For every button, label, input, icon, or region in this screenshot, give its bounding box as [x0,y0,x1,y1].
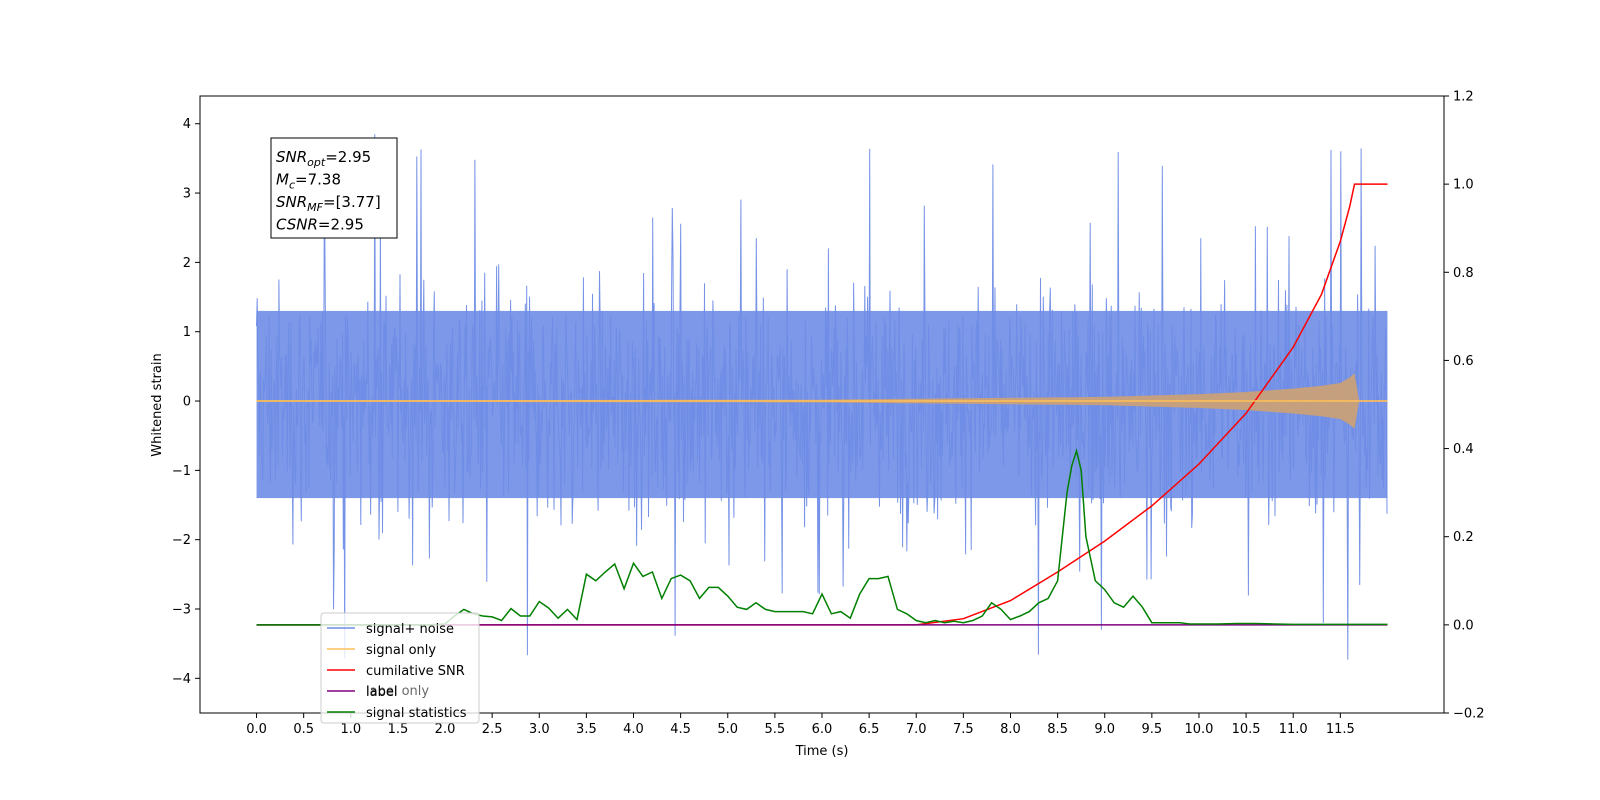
x-tick-label: 8.0 [1000,722,1021,737]
legend-hidden-label: label only [366,684,429,699]
x-tick-label: 3.0 [529,722,550,737]
y-left-tick-label: 4 [183,117,191,132]
y-left-tick-label: −3 [172,603,191,618]
y-left-tick-label: −2 [172,533,191,548]
y-right-tick-label: −0.2 [1453,707,1485,722]
y-left-tick-label: 0 [183,395,191,410]
x-tick-label: 1.5 [388,722,409,737]
y-left-tick-label: −4 [172,672,191,687]
legend-label: signal statistics [366,706,467,721]
y-right-tick-label: 1.2 [1453,90,1474,105]
x-tick-label: 2.0 [435,722,456,737]
x-tick-label: 11.5 [1326,722,1355,737]
y-axis-right: −0.2 0.0 0.2 0.4 0.6 0.8 1.0 1.2 [1444,90,1485,722]
x-tick-label: 9.5 [1142,722,1163,737]
x-tick-label: 6.5 [859,722,880,737]
x-axis-label: Time (s) [795,744,849,759]
y-right-tick-label: 0.8 [1453,266,1474,281]
x-tick-label: 2.5 [482,722,503,737]
y-right-tick-label: 0.6 [1453,354,1474,369]
annotation-frame [270,137,398,239]
x-tick-label: 3.5 [576,722,597,737]
y-axis-left: −4 −3 −2 −1 0 1 2 3 4 [172,117,200,687]
x-tick-label: 9.0 [1094,722,1115,737]
y-right-tick-label: 0.4 [1453,442,1474,457]
x-tick-label: 10.5 [1232,722,1261,737]
annotation-line: CSNR=2.95 [276,216,364,234]
legend: signal+ noise signal only cumilative SNR la… [320,612,480,724]
legend-label: label [366,685,397,700]
x-tick-label: 5.0 [717,722,738,737]
y-left-tick-label: −1 [172,464,191,479]
plot-area [256,134,1388,660]
y-right-tick-label: 1.0 [1453,178,1474,193]
annotation-line: SNRMF=[3.77] [276,193,381,214]
x-tick-label: 8.5 [1047,722,1068,737]
series-lines [256,183,1388,626]
series-line [256,183,1388,626]
y-right-tick-label: 0.2 [1453,530,1474,545]
series-line [256,447,1388,626]
y-axis-label: Whitened strain [150,353,165,456]
x-tick-label: 5.5 [765,722,786,737]
legend-label: signal only [366,643,436,658]
y-left-tick-label: 2 [183,256,191,271]
x-axis: 0.0 0.5 1.0 1.5 2.0 2.5 3.0 3.5 4.0 4.5 5.0 5.5 6.0 6… [246,713,1355,737]
x-tick-label: 7.0 [906,722,927,737]
x-tick-label: 1.0 [340,722,361,737]
annotation-line: Mc=7.38 [276,171,341,192]
x-tick-label: 6.0 [812,722,833,737]
annotation-line: SNRopt=2.95 [276,148,371,169]
x-tick-label: 11.0 [1279,722,1308,737]
y-left-tick-label: 3 [183,187,191,202]
x-tick-label: 0.5 [293,722,314,737]
x-tick-label: 4.5 [670,722,691,737]
y-left-tick-label: 1 [183,325,191,340]
y-right-tick-label: 0.0 [1453,618,1474,633]
x-tick-label: 7.5 [953,722,974,737]
x-tick-label: 0.0 [246,722,267,737]
x-tick-label: 4.0 [623,722,644,737]
x-tick-label: 10.0 [1184,722,1213,737]
legend-frame [320,612,480,724]
legend-label: cumilative SNR [366,664,465,679]
legend-label: signal+ noise [366,622,454,637]
